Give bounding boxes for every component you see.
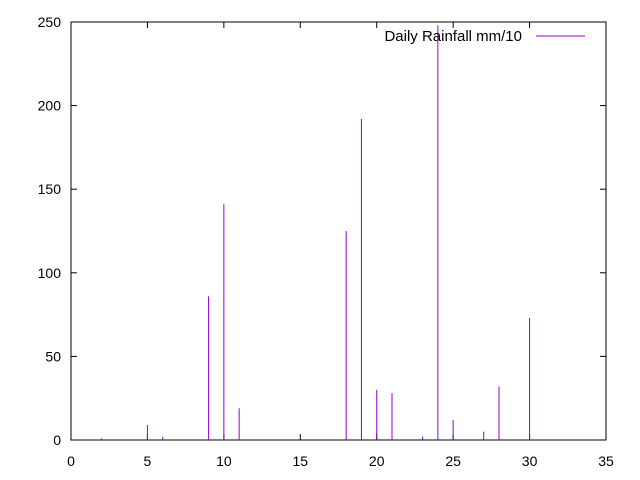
plot-frame <box>70 21 607 441</box>
axes: 0 5 10 15 20 25 30 35 0 50 100 150 200 250 <box>38 14 614 469</box>
bars <box>101 25 531 440</box>
x-tick-label: 20 <box>369 453 385 469</box>
y-tick-label: 200 <box>38 98 62 114</box>
x-tick-label: 30 <box>522 453 538 469</box>
y-tick-label: 50 <box>45 348 61 364</box>
x-tick-label: 10 <box>216 453 232 469</box>
y-tick-label: 100 <box>38 265 62 281</box>
y-tick-label: 150 <box>38 181 62 197</box>
y-tick-label: 250 <box>38 14 62 30</box>
x-tick-label: 25 <box>445 453 461 469</box>
y-tick-label: 0 <box>53 432 61 448</box>
x-tick-label: 35 <box>598 453 614 469</box>
x-tick-label: 15 <box>292 453 308 469</box>
x-tick-label: 5 <box>144 453 152 469</box>
x-tick-label: 0 <box>67 453 75 469</box>
legend: Daily Rainfall mm/10 <box>384 28 585 45</box>
legend-label: Daily Rainfall mm/10 <box>384 28 522 45</box>
